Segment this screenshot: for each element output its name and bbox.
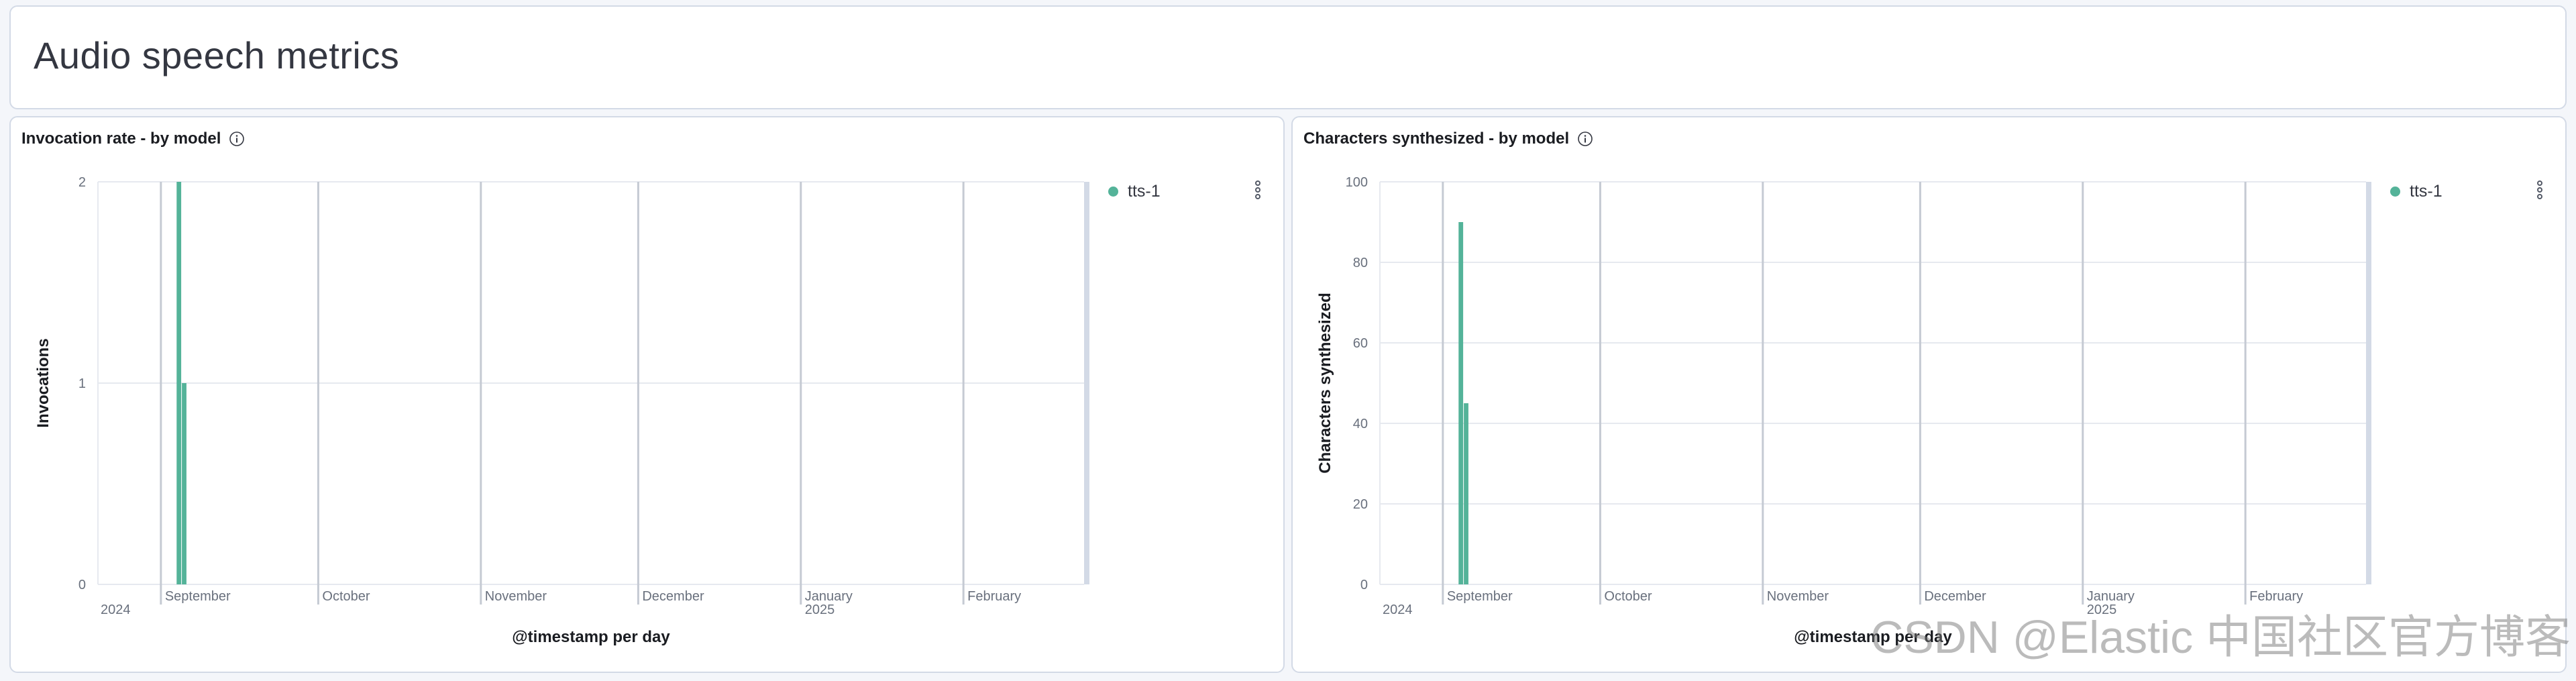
y-tick-label: 0 [1360, 578, 1368, 592]
x-tick-label: September [1447, 589, 1513, 604]
x-tick-label: February [967, 589, 1021, 604]
x-tick-sublabel: 2025 [805, 603, 835, 617]
x-year-label: 2024 [1383, 603, 1413, 617]
characters-chart[interactable]: 0 20 40 60 80 100 September October November Dece… [1293, 117, 2565, 672]
x-tick-label: October [322, 589, 370, 604]
invocation-chart[interactable]: 0 1 2 September October November December Janua… [11, 117, 1283, 672]
panel-header: Characters synthesized - by model [1303, 125, 1593, 152]
x-year-label: 2024 [101, 603, 131, 617]
x-tick-label: November [1767, 589, 1829, 604]
x-tick-label: December [642, 589, 704, 604]
panel-header: Invocation rate - by model [21, 125, 245, 152]
y-tick-label: 1 [78, 376, 86, 391]
bar [1458, 222, 1464, 584]
panel-title: Characters synthesized - by model [1303, 129, 1570, 148]
legend-color-dot [2390, 187, 2400, 197]
legend-label: tts-1 [1128, 182, 1161, 201]
y-tick-label: 100 [1346, 175, 1368, 190]
x-tick-label: September [165, 589, 231, 604]
x-tick-label: December [1924, 589, 1986, 604]
title-panel: Audio speech metrics [9, 5, 2567, 109]
bar [176, 182, 182, 584]
y-tick-label: 0 [78, 578, 86, 592]
x-tick-label: January [805, 589, 853, 604]
y-tick-label: 2 [78, 175, 86, 190]
x-tick-label: November [485, 589, 547, 604]
x-axis-title: @timestamp per day [1794, 628, 1952, 646]
bar [1464, 403, 1468, 584]
bar [182, 383, 186, 584]
legend-label: tts-1 [2410, 182, 2443, 201]
info-icon[interactable] [229, 131, 245, 147]
x-tick-label: January [2087, 589, 2135, 604]
vertical-dots-icon[interactable] [2532, 180, 2548, 205]
x-tick-label: October [1604, 589, 1652, 604]
legend-item-tts-1[interactable]: tts-1 [1108, 182, 1161, 201]
y-tick-label: 60 [1353, 336, 1368, 351]
x-tick-sublabel: 2025 [2087, 603, 2117, 617]
y-axis-title: Characters synthesized [1316, 293, 1334, 473]
panel-title: Invocation rate - by model [21, 129, 221, 148]
page-title: Audio speech metrics [34, 34, 400, 76]
y-axis-title: Invocations [34, 338, 52, 427]
info-icon[interactable] [1577, 131, 1593, 147]
y-tick-label: 20 [1353, 497, 1368, 512]
x-tick-label: February [2249, 589, 2303, 604]
watermark: CSDN @Elastic 中国社区官方博客 [1870, 612, 2571, 663]
legend-item-tts-1[interactable]: tts-1 [2390, 182, 2443, 201]
vertical-dots-icon[interactable] [1250, 180, 1267, 205]
y-tick-label: 40 [1353, 417, 1368, 431]
y-tick-label: 80 [1353, 256, 1368, 270]
x-axis-title: @timestamp per day [512, 628, 670, 646]
characters-synthesized-panel[interactable]: Characters synthesized - by model 0 20 40 6… [1291, 116, 2567, 673]
invocation-rate-panel[interactable]: Invocation rate - by model 0 1 2 September O… [9, 116, 1285, 673]
legend-color-dot [1108, 187, 1118, 197]
